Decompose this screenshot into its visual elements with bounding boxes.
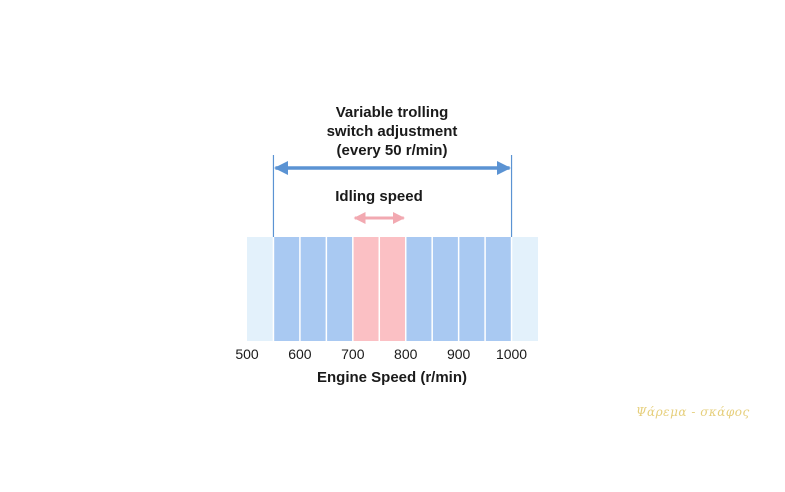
band-outer-1000 <box>511 237 538 341</box>
band-outer-500 <box>247 237 274 341</box>
tick-label-600: 600 <box>288 346 312 362</box>
band-adjust-850 <box>432 237 459 341</box>
band-adjust-800 <box>405 237 433 341</box>
speed-bands <box>247 237 538 341</box>
tick-label-900: 900 <box>447 346 471 362</box>
tick-label-800: 800 <box>394 346 418 362</box>
idle-speed-label: Idling speed <box>335 188 423 205</box>
tick-label-1000: 1000 <box>496 346 527 362</box>
band-adjust-600 <box>299 237 327 341</box>
tick-label-500: 500 <box>235 346 259 362</box>
adjustment-title-line-1: Variable trolling <box>336 104 449 121</box>
adjustment-title-line-2: switch adjustment <box>327 123 458 140</box>
band-adjust-900 <box>458 237 486 341</box>
band-idle-700 <box>352 237 380 341</box>
adjustment-title-line-3: (every 50 r/min) <box>337 142 448 159</box>
watermark-signature: Ψάρεμα - σκάφος <box>636 405 750 419</box>
tick-labels: 500 600 700 800 900 1000 <box>235 346 527 362</box>
axis-label: Engine Speed (r/min) <box>317 369 467 386</box>
band-adjust-650 <box>326 237 353 341</box>
band-idle-750 <box>379 237 406 341</box>
tick-label-700: 700 <box>341 346 365 362</box>
band-adjust-550 <box>273 237 300 341</box>
band-adjust-950 <box>485 237 512 341</box>
